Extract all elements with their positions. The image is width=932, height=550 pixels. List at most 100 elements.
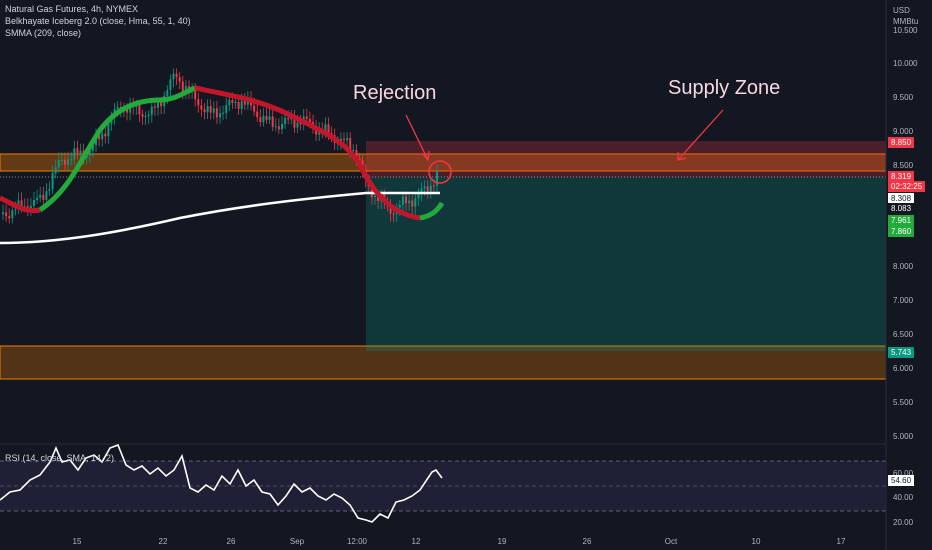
candle-body [281, 124, 283, 130]
candle-body [39, 194, 42, 198]
candle-body [228, 99, 231, 106]
time-tick: 26 [582, 537, 592, 546]
candle-body [98, 135, 101, 140]
candle-body [2, 212, 4, 215]
demand-price-label: 5.743 [888, 347, 915, 358]
price-tick: 10.000 [893, 59, 918, 68]
demand-zone-box[interactable] [0, 345, 887, 380]
rsi-value-label: 54.60 [888, 475, 915, 486]
candle-body [262, 115, 265, 123]
candle-body [234, 101, 237, 103]
time-tick: 10 [751, 537, 761, 546]
candle-body [64, 159, 66, 165]
time-tick: 15 [72, 537, 82, 546]
legend-iceberg[interactable]: Belkhayate Iceberg 2.0 (close, Hma, 55, … [5, 16, 191, 26]
legend-smma[interactable]: SMMA (209, close) [5, 28, 82, 38]
price-tick: 5.000 [893, 432, 914, 441]
last-price-label: 8.319 [888, 171, 915, 182]
candle-body [209, 106, 212, 113]
candle-body [184, 86, 187, 92]
rejection-circle [428, 160, 452, 184]
candle-body [346, 138, 349, 141]
hma-band-up-1 [38, 85, 196, 213]
candle-body [73, 148, 76, 160]
candle-body [253, 105, 256, 112]
candle-body [231, 99, 234, 103]
supply-zone-arrow-head [677, 152, 687, 161]
candle-body [33, 200, 35, 206]
time-tick: 22 [158, 537, 168, 546]
candle-body [299, 122, 302, 125]
candle-body [256, 111, 259, 118]
candle-body [271, 116, 274, 127]
time-tick: 12:00 [346, 537, 368, 546]
legend-symbol[interactable]: Natural Gas Futures, 4h, NYMEX [5, 4, 139, 14]
supply-zone-annotation[interactable]: Supply Zone [668, 77, 781, 99]
candle-body [79, 150, 82, 153]
candle-body [36, 197, 39, 201]
candle-body [237, 101, 240, 110]
candle-body [274, 126, 277, 128]
candle-body [277, 126, 280, 130]
candle-body [222, 112, 225, 114]
candle-body [153, 106, 156, 108]
time-tick: 17 [836, 537, 846, 546]
candle-body [392, 213, 395, 215]
candle-body [324, 124, 327, 132]
price-tick: 9.000 [893, 127, 914, 136]
candle-body [203, 109, 206, 113]
supply-zone-arrow [677, 109, 724, 161]
candle-body [197, 99, 200, 106]
candle-body [169, 79, 172, 91]
time-tick: 26 [226, 537, 236, 546]
time-tick: Oct [664, 537, 678, 546]
rejection-annotation[interactable]: Rejection [353, 82, 437, 104]
short-risk-box[interactable] [366, 141, 886, 177]
price-tick: 10.500 [893, 26, 918, 35]
candle-body [5, 212, 8, 217]
candle-body [11, 210, 14, 219]
candle-body [104, 133, 107, 137]
candle-body [426, 186, 429, 192]
candle-body [20, 200, 23, 208]
candle-body [200, 105, 203, 110]
time-tick: 19 [497, 537, 507, 546]
candle-body [293, 117, 296, 128]
candle-body [290, 117, 293, 120]
smma-price-label: 8.308 [888, 193, 915, 204]
candle-body [150, 106, 153, 115]
rejection-arrow-head [421, 150, 430, 162]
candle-body [243, 101, 246, 105]
candle-body [88, 150, 91, 156]
short-target-box[interactable] [366, 177, 886, 351]
zone-top-price-label: 8.850 [888, 137, 915, 148]
time-tick: 12 [411, 537, 421, 546]
lower-price-label: 8.083 [888, 203, 915, 214]
price-tick: 8.500 [893, 161, 914, 170]
rsi-tick: 20.00 [893, 518, 914, 527]
rsi-line [0, 443, 443, 523]
rsi-tick: 40.00 [893, 493, 914, 502]
candle-body [91, 144, 94, 151]
candle-body [206, 106, 209, 113]
candle-body [417, 193, 420, 199]
candle-body [147, 114, 150, 116]
candle-body [284, 117, 287, 125]
candle-body [107, 123, 110, 137]
candle-body [429, 185, 432, 192]
bar-countdown-label: 02:32:25 [888, 181, 926, 192]
candle-body [305, 116, 308, 119]
candle-body [414, 198, 417, 207]
candle-body [8, 216, 11, 219]
candle-body [215, 108, 218, 118]
candle-body [352, 149, 355, 151]
candle-body [54, 167, 57, 174]
price-tick: 6.500 [893, 330, 914, 339]
candle-body [172, 73, 175, 80]
candle-body [51, 173, 54, 190]
candle-body [432, 185, 435, 187]
legend-rsi[interactable]: RSI (14, close, SMA, 14, 2) [5, 453, 115, 463]
candle-body [57, 160, 60, 168]
candle-body [405, 196, 407, 204]
